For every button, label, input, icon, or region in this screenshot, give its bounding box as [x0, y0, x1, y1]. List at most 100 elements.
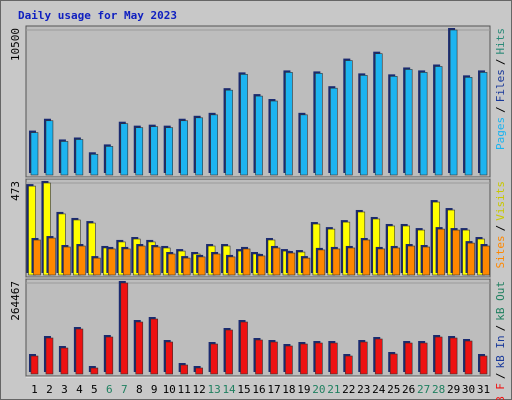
- x-tick-label: 8: [136, 383, 143, 396]
- x-tick-label: 3: [61, 383, 68, 396]
- x-tick-label: 27: [417, 383, 430, 396]
- bar: [392, 247, 401, 276]
- bar: [165, 127, 173, 176]
- bar: [347, 247, 356, 276]
- bar: [225, 329, 233, 375]
- bar: [43, 182, 51, 276]
- x-tick-label: 19: [297, 383, 310, 396]
- bar: [150, 126, 159, 176]
- bar: [287, 252, 296, 276]
- bar: [33, 239, 41, 276]
- bar: [167, 253, 176, 276]
- bar: [210, 114, 218, 176]
- bar: [449, 29, 458, 176]
- bar: [240, 74, 248, 176]
- chart-title: Daily usage for May 2023: [18, 9, 177, 22]
- bar: [152, 246, 161, 276]
- x-tick-label: 11: [178, 383, 191, 396]
- bar: [242, 248, 251, 276]
- bar: [45, 120, 54, 176]
- bar: [30, 355, 39, 375]
- bar: [120, 282, 129, 375]
- legend: Sites / Visits: [494, 181, 507, 269]
- x-tick-label: 25: [387, 383, 400, 396]
- y-tick-label: 473: [9, 181, 22, 201]
- x-tick-label: 16: [252, 383, 265, 396]
- bar: [270, 100, 278, 176]
- x-tick-label: 23: [357, 383, 370, 396]
- x-tick-label: 14: [222, 383, 236, 396]
- bar: [300, 114, 308, 176]
- bar: [120, 123, 129, 176]
- bar: [180, 120, 188, 176]
- x-tick-label: 30: [462, 383, 475, 396]
- x-tick-label: 29: [447, 383, 460, 396]
- bar: [285, 345, 293, 375]
- x-tick-label: 31: [477, 383, 490, 396]
- bar: [374, 338, 383, 375]
- bar: [180, 364, 188, 375]
- bar: [437, 228, 445, 276]
- bar: [317, 249, 326, 276]
- legend-separator: /: [494, 373, 507, 380]
- bar: [78, 245, 86, 276]
- bar: [225, 89, 233, 176]
- bar: [122, 248, 131, 276]
- bar: [150, 318, 159, 375]
- bar: [345, 355, 353, 375]
- bar: [28, 185, 36, 276]
- bar: [332, 248, 341, 276]
- bar: [165, 341, 173, 375]
- bar: [362, 239, 371, 276]
- bar: [479, 355, 488, 375]
- bar: [270, 341, 278, 375]
- x-tick-label: 9: [151, 383, 158, 396]
- bar: [434, 336, 443, 375]
- bar: [482, 245, 490, 276]
- bar: [135, 127, 144, 176]
- x-tick-label: 5: [91, 383, 98, 396]
- bar: [330, 87, 338, 176]
- bar: [345, 60, 353, 176]
- bar: [464, 340, 473, 375]
- bar: [60, 347, 69, 375]
- bar: [330, 342, 338, 375]
- legend-item: kB F: [494, 383, 507, 400]
- bar: [272, 247, 281, 276]
- x-tick-label: 6: [106, 383, 113, 396]
- bar: [300, 343, 308, 375]
- legend-separator: /: [494, 59, 507, 66]
- bar: [88, 222, 96, 276]
- bar: [210, 343, 218, 375]
- legend-separator: /: [494, 225, 507, 232]
- bar: [359, 75, 368, 176]
- bar: [195, 367, 203, 375]
- y-tick-label: 264467: [9, 281, 22, 321]
- bar: [422, 246, 430, 276]
- bar: [257, 255, 266, 276]
- bar: [419, 72, 428, 176]
- x-tick-label: 12: [193, 383, 206, 396]
- x-tick-label: 22: [342, 383, 355, 396]
- bar: [464, 77, 473, 176]
- bar: [90, 153, 99, 176]
- bar: [419, 342, 428, 375]
- bar: [227, 256, 236, 276]
- bar: [105, 146, 114, 176]
- bar: [137, 245, 146, 276]
- legend-item: Hits: [494, 28, 507, 55]
- bar: [302, 257, 311, 276]
- x-tick-label: 26: [402, 383, 415, 396]
- legend-item: Files: [494, 69, 507, 102]
- x-tick-label: 20: [312, 383, 325, 396]
- legend-item: kB Out: [494, 281, 507, 321]
- bar: [315, 342, 323, 375]
- bar: [58, 213, 66, 276]
- x-tick-label: 13: [207, 383, 220, 396]
- bar: [389, 76, 398, 176]
- legend-item: Pages: [494, 117, 507, 150]
- y-tick-label: 10500: [9, 28, 22, 61]
- bar: [90, 367, 99, 375]
- bar: [285, 72, 293, 176]
